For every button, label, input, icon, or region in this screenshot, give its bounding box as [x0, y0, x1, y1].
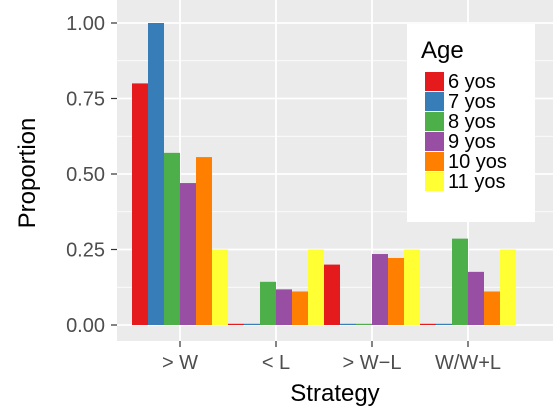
bar [196, 157, 212, 325]
legend-label: 8 yos [448, 111, 496, 133]
y-tick-label: 0.75 [66, 89, 105, 111]
legend-swatch [425, 92, 444, 111]
bar [340, 323, 356, 325]
x-tick-label: > W [162, 352, 198, 374]
bar [420, 323, 436, 325]
bar [500, 249, 516, 325]
legend-swatch [425, 112, 444, 131]
bar [132, 83, 148, 326]
x-tick-label: > W−L [343, 352, 402, 374]
x-axis-title: Strategy [290, 380, 379, 407]
y-tick-label: 0.50 [66, 164, 105, 186]
bar [388, 257, 404, 325]
legend-label: 10 yos [448, 151, 507, 173]
legend-swatch [425, 152, 444, 171]
bar [244, 323, 260, 325]
x-axis: > W < L > W−L W/W+L [162, 341, 501, 374]
legend-swatch [425, 172, 444, 191]
bar [180, 183, 196, 325]
legend-label: 7 yos [448, 91, 496, 113]
y-tick-label: 1.00 [66, 13, 105, 35]
bars [132, 23, 516, 326]
bar [468, 271, 484, 325]
bar [436, 323, 452, 325]
bar [164, 152, 180, 325]
bar [212, 249, 228, 325]
legend-swatch [425, 132, 444, 151]
bar [148, 23, 164, 325]
bar [452, 238, 468, 325]
bar [356, 323, 372, 325]
bar [324, 264, 340, 325]
bar [276, 289, 292, 325]
y-axis: 0.00 0.25 0.50 0.75 1.00 [66, 13, 117, 337]
bar [292, 291, 308, 325]
y-tick-label: 0.25 [66, 240, 105, 262]
x-tick-label: W/W+L [435, 352, 501, 374]
x-tick-label: < L [262, 352, 290, 374]
legend-label: 9 yos [448, 131, 496, 153]
y-axis-title: Proportion [14, 118, 41, 229]
legend-label: 11 yos [448, 171, 505, 193]
bar [484, 291, 500, 325]
bar [372, 254, 388, 325]
legend-title: Age [421, 37, 464, 64]
bar [228, 323, 244, 325]
bar [308, 249, 324, 325]
legend-label: 6 yos [448, 71, 496, 93]
bar [404, 249, 420, 325]
bar [260, 281, 276, 325]
y-tick-label: 0.00 [66, 315, 105, 337]
legend-swatch [425, 72, 444, 91]
